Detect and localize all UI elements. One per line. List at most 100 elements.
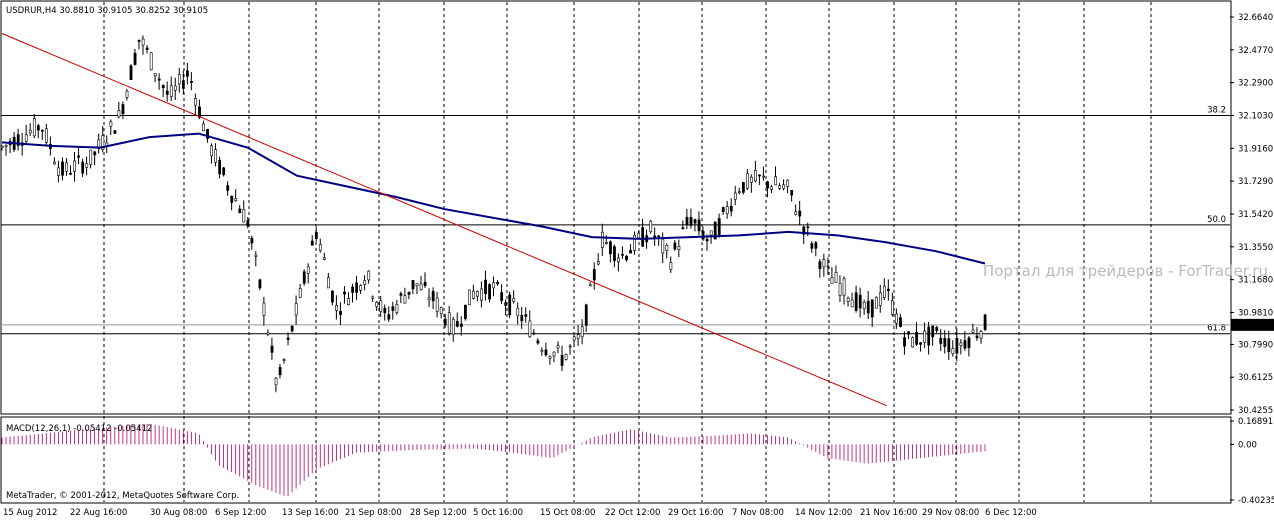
candle-body — [580, 326, 584, 338]
candle-body — [61, 161, 64, 176]
candle-body — [850, 299, 854, 308]
candle-body — [625, 255, 628, 261]
candle-body — [97, 139, 101, 149]
candle-body — [931, 325, 935, 338]
candle-body — [347, 298, 350, 305]
candle-body — [290, 325, 294, 332]
candle-body — [830, 277, 834, 284]
candle-body — [286, 337, 290, 340]
candle-body — [899, 317, 902, 327]
candle-body — [794, 211, 798, 215]
candle-body — [689, 217, 693, 226]
macd-tick-label: 0.00 — [1238, 440, 1257, 450]
current-price-label: 30.9105 — [1234, 321, 1269, 331]
candle-body — [842, 278, 846, 296]
watermark: Портал для трейдеров - ForTrader.ru — [983, 262, 1268, 280]
candle-body — [637, 232, 641, 239]
time-tick-label: 21 Sep 08:00 — [345, 508, 402, 518]
candle-body — [198, 106, 201, 118]
candle-body — [455, 321, 459, 327]
candle-body — [194, 98, 197, 106]
candle-body — [419, 283, 423, 291]
candle-body — [169, 85, 173, 97]
time-tick-label: 22 Oct 12:00 — [605, 508, 660, 518]
candle-body — [576, 334, 580, 339]
candle-body — [282, 359, 286, 361]
candle-body — [339, 310, 342, 315]
candle-body — [415, 283, 419, 287]
candle-body — [214, 149, 218, 163]
candle-body — [117, 110, 121, 118]
candle-body — [814, 242, 818, 249]
price-tick-label: 30.7990 — [1238, 340, 1273, 350]
candle-body — [971, 329, 975, 333]
candle-body — [846, 297, 850, 302]
candle-body — [218, 159, 222, 175]
candle-body — [544, 349, 548, 356]
candle-body — [165, 90, 169, 95]
candle-body — [327, 277, 330, 289]
candle-body — [45, 128, 48, 143]
candle-body — [979, 331, 983, 339]
candle-body — [81, 161, 85, 174]
candle-body — [476, 291, 479, 297]
candle-body — [459, 323, 463, 327]
candle-body — [302, 271, 306, 284]
candle-body — [101, 135, 105, 150]
candle-body — [774, 176, 778, 186]
time-tick-label: 21 Nov 16:00 — [860, 508, 917, 518]
candle-body — [665, 245, 669, 251]
time-tick-label: 15 Oct 08:00 — [540, 508, 595, 518]
price-tick-label: 32.6640 — [1238, 13, 1273, 23]
candle-body — [298, 288, 302, 298]
fibonacci-levels[interactable]: 38.2 50.0 61.8 — [1, 105, 1230, 335]
candle-body — [729, 205, 733, 212]
candle-body — [939, 337, 943, 344]
candle-body — [717, 218, 721, 235]
candle-body — [891, 300, 894, 315]
candle-body — [403, 295, 407, 304]
candle-body — [528, 320, 532, 337]
price-tick-label: 31.7290 — [1238, 177, 1273, 187]
candle-body — [125, 90, 129, 98]
time-tick-label: 28 Sep 12:00 — [410, 508, 467, 518]
trendline[interactable] — [1, 33, 887, 407]
candle-body — [649, 221, 653, 233]
candle-body — [685, 216, 689, 225]
candle-body — [318, 244, 322, 251]
candle-body — [552, 351, 556, 357]
candle-body — [778, 185, 782, 189]
candle-body — [854, 292, 858, 311]
candle-body — [238, 208, 242, 214]
candle-body — [673, 242, 677, 250]
time-tick-label: 30 Aug 08:00 — [150, 508, 207, 518]
candle-body — [810, 243, 814, 249]
price-tick-label: 30.4255 — [1238, 406, 1273, 416]
fibo-label: 50.0 — [1207, 215, 1226, 225]
candle-body — [834, 272, 838, 283]
candle-body — [609, 241, 612, 255]
candle-body — [32, 118, 36, 137]
candle-body — [355, 282, 359, 293]
candle-body — [818, 261, 822, 269]
candle-body — [935, 327, 939, 331]
price-tick-label: 31.9160 — [1238, 144, 1273, 154]
candle-body — [923, 330, 927, 343]
moving-average-line — [1, 132, 986, 265]
candle-body — [157, 78, 161, 81]
candle-body — [629, 250, 632, 254]
candle-body — [568, 345, 572, 348]
candle-body — [874, 297, 878, 309]
candle-body — [556, 345, 560, 349]
price-tick-label: 32.4770 — [1238, 46, 1273, 56]
candle-body — [322, 257, 326, 260]
candle-body — [254, 254, 258, 257]
price-tick-label: 31.1680 — [1238, 276, 1273, 286]
candle-body — [951, 348, 955, 355]
price-panel-frame — [0, 0, 1232, 415]
candle-body — [754, 170, 757, 182]
candle-body — [911, 337, 914, 348]
candle-body — [226, 185, 230, 191]
time-tick-label: 14 Nov 12:00 — [795, 508, 852, 518]
